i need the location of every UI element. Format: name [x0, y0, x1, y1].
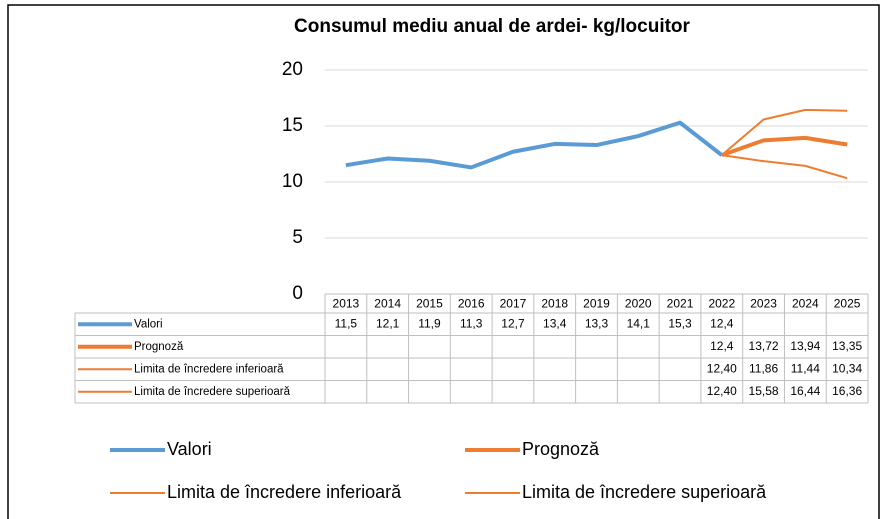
chart-title: Consumul mediu anual de ardei- kg/locuit…	[294, 16, 690, 37]
x-tick-label: 2022	[708, 297, 735, 311]
table-row-label: Prognoză	[134, 341, 184, 353]
y-tick-label: 15	[282, 115, 303, 136]
x-tick-label: 2019	[583, 297, 610, 311]
x-tick-label: 2021	[667, 297, 694, 311]
y-tick-label: 5	[292, 227, 303, 248]
table-cell: 13,35	[832, 339, 862, 353]
legend-label: Limita de încredere inferioară	[167, 482, 402, 502]
table-row-label: Limita de încredere superioară	[134, 386, 291, 398]
series-line	[721, 135, 848, 158]
x-tick-label: 2017	[500, 297, 527, 311]
table-cell: 12,40	[707, 361, 737, 375]
table-cell: 16,36	[832, 384, 862, 398]
table-cell: 10,34	[832, 361, 862, 375]
y-tick-label: 20	[282, 59, 303, 80]
x-tick-label: 2013	[333, 297, 360, 311]
x-tick-label: 2023	[750, 297, 777, 311]
table-cell: 11,3	[460, 316, 483, 330]
x-tick-label: 2020	[625, 297, 652, 311]
table-cell: 12,7	[501, 316, 525, 330]
series-line	[721, 154, 848, 180]
x-tick-label: 2025	[834, 297, 861, 311]
legend-label: Prognoză	[522, 439, 600, 459]
table-row-label: Limita de încredere inferioară	[134, 363, 284, 375]
table-cell: 13,3	[585, 316, 609, 330]
x-tick-label: 2015	[416, 297, 443, 311]
table-cell: 15,58	[749, 384, 779, 398]
table-cell: 12,40	[707, 384, 737, 398]
x-tick-label: 2024	[792, 297, 819, 311]
legend-label: Valori	[167, 439, 212, 459]
series-line	[721, 108, 848, 156]
table-cell: 11,86	[749, 361, 778, 375]
table-cell: 13,72	[749, 339, 779, 353]
table-cell: 13,94	[790, 339, 820, 353]
y-tick-label: 0	[292, 283, 303, 304]
table-cell: 12,4	[710, 339, 734, 353]
table-cell: 11,5	[335, 316, 358, 330]
x-tick-label: 2018	[541, 297, 568, 311]
table-cell: 15,3	[668, 316, 692, 330]
series-line	[345, 120, 724, 170]
table-cell: 14,1	[627, 316, 651, 330]
table-cell: 11,44	[791, 361, 820, 375]
x-tick-label: 2016	[458, 297, 485, 311]
table-cell: 16,44	[790, 384, 820, 398]
legend-label: Limita de încredere superioară	[522, 482, 767, 502]
table-cell: 12,4	[710, 316, 734, 330]
chart-border	[7, 4, 880, 519]
table-cell: 13,4	[543, 316, 567, 330]
table-cell: 11,9	[418, 316, 441, 330]
y-tick-label: 10	[282, 171, 303, 192]
x-tick-label: 2014	[374, 297, 401, 311]
table-row-label: Valori	[134, 318, 163, 330]
table-cell: 12,1	[376, 316, 400, 330]
